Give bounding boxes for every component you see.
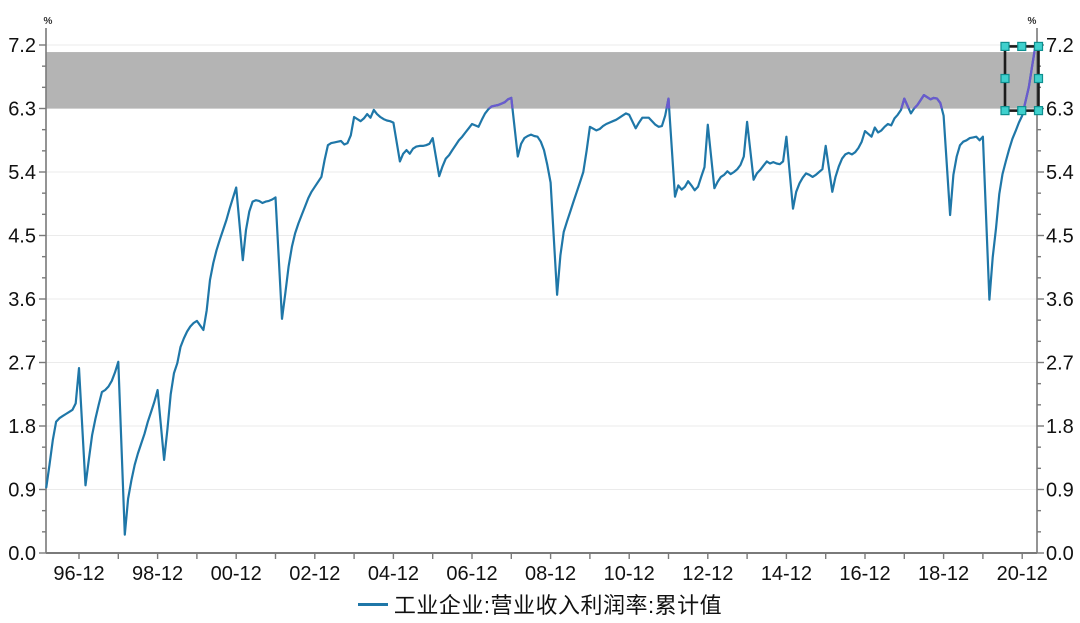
selection-handle[interactable] [1000,41,1010,52]
x-axis-label: 02-12 [289,563,340,585]
y-axis-label-right: 7.2 [1046,35,1074,57]
x-axis-label: 04-12 [368,563,419,585]
x-axis-label: 96-12 [53,563,104,585]
legend-line-icon [357,602,388,606]
y-axis-label-left: 2.7 [8,353,36,375]
y-axis-label-left: 1.8 [8,416,36,438]
y-axis-label-right: 6.3 [1046,99,1074,121]
x-axis-label: 06-12 [446,563,497,585]
series-line [45,45,1037,536]
x-axis-label: 20-12 [997,563,1048,585]
selection-handle[interactable] [1033,106,1044,116]
x-axis-label: 98-12 [132,563,183,585]
x-axis-label: 16-12 [839,563,890,585]
x-axis-label: 00-12 [211,563,262,585]
x-axis-label: 08-12 [525,563,576,585]
unit-percent-left: % [44,16,53,27]
selection-handle[interactable] [1033,73,1044,84]
y-axis-label-left: 0.0 [8,543,36,565]
x-axis-label: 18-12 [918,563,969,585]
y-axis-label-left: 5.4 [8,162,36,184]
y-axis-label-right: 3.6 [1046,289,1074,311]
selection-handle[interactable] [1000,106,1010,116]
series-line-highlight [487,45,1037,109]
legend-label: 工业企业:营业收入利润率:累计值 [393,593,723,618]
y-axis-label-right: 5.4 [1046,162,1074,184]
y-axis-label-left: 4.5 [8,226,36,248]
y-axis-label-right: 0.0 [1046,543,1074,565]
y-axis-label-left: 7.2 [8,35,36,57]
y-axis-label-left: 3.6 [8,289,36,311]
highlight-band [46,52,1037,109]
selection-handle[interactable] [1017,41,1027,52]
unit-percent-right: % [1028,16,1037,27]
x-axis-label: 10-12 [604,563,655,585]
selection-handle[interactable] [1017,106,1027,116]
y-axis-label-right: 4.5 [1046,226,1074,248]
y-axis-label-right: 2.7 [1046,353,1074,375]
x-axis-label: 14-12 [761,563,812,585]
x-axis-label: 12-12 [682,563,733,585]
selection-handle[interactable] [1033,41,1044,52]
y-axis-label-right: 1.8 [1046,416,1074,438]
selection-handle[interactable] [1000,73,1010,84]
y-axis-label-left: 6.3 [8,99,36,121]
legend: 工业企业:营业收入利润率:累计值 [0,588,1080,620]
y-axis-label-left: 0.9 [8,480,36,502]
y-axis-label-right: 0.9 [1046,480,1074,502]
